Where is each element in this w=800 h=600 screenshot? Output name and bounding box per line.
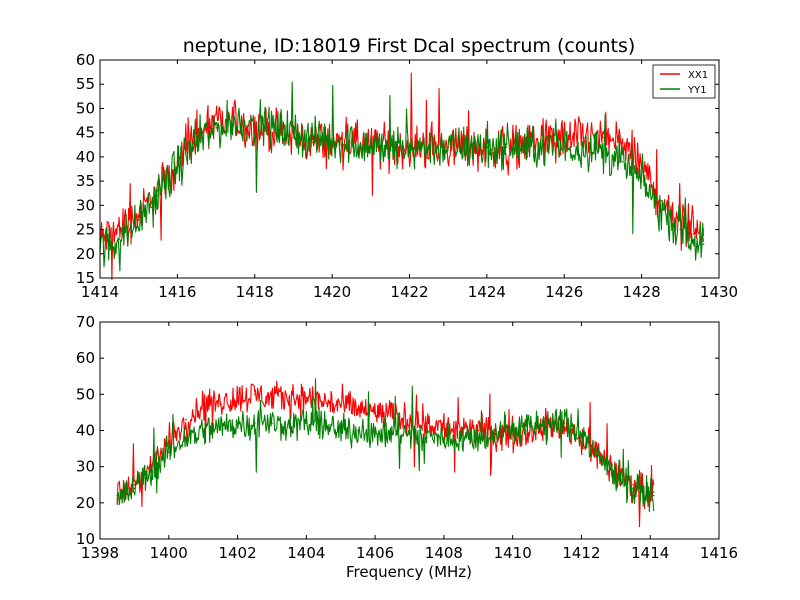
data-point-yy1	[254, 122, 256, 124]
x-tick-label: 1428	[623, 283, 661, 301]
legend-label-xx1: XX1	[688, 70, 708, 81]
x-tick-label: 1424	[468, 283, 506, 301]
series-line-yy1	[99, 81, 705, 272]
x-tick-label: 1406	[356, 544, 394, 562]
x-axis-label: Frequency (MHz)	[346, 563, 472, 581]
y-tick-label: 50	[76, 99, 95, 117]
data-point-xx1	[273, 131, 275, 134]
legend-box	[652, 64, 716, 99]
spectrum-chart-top: neptune, ID:18019 First Dcal spectrum (c…	[76, 35, 738, 301]
y-tick-label: 35	[76, 172, 95, 190]
data-point-yy1	[137, 219, 140, 221]
x-tick-label: 1408	[425, 544, 463, 562]
x-tick-label: 1398	[81, 544, 119, 562]
data-point-yy1	[702, 243, 705, 245]
x-tick-label: 1400	[150, 544, 188, 562]
x-tick-label: 1422	[390, 283, 428, 301]
data-point-yy1	[215, 127, 217, 129]
legend: XX1 YY1	[652, 64, 716, 99]
x-tick-label: 1430	[700, 283, 738, 301]
x-tick-label: 1414	[631, 544, 669, 562]
y-tick-label: 20	[76, 494, 95, 512]
y-tick-label: 10	[76, 530, 95, 548]
data-point-yy1	[150, 469, 153, 472]
axis-ticks: 1414 1416 1418 1420 1422 1424 1426 1428 1430 15 20…	[76, 51, 738, 301]
x-tick-label: 1410	[494, 544, 532, 562]
y-tick-label: 30	[76, 196, 95, 214]
data-point-xx1	[652, 491, 655, 493]
series-group	[116, 378, 655, 528]
y-tick-label: 60	[76, 51, 95, 69]
data-point-yy1	[652, 494, 655, 497]
x-tick-label: 1414	[81, 283, 119, 301]
y-tick-label: 40	[76, 422, 95, 440]
data-point-xx1	[632, 484, 634, 486]
y-tick-label: 30	[76, 458, 95, 476]
data-point-xx1	[254, 393, 256, 396]
axis-ticks: 1398 1400 1402 1404 1406 1408 1410 1412 1414 1416…	[76, 313, 738, 562]
x-tick-label: 1420	[313, 283, 351, 301]
series-line-xx1	[116, 380, 655, 528]
data-point-xx1	[133, 484, 136, 486]
y-tick-label: 60	[76, 349, 95, 367]
x-tick-label: 1416	[158, 283, 196, 301]
y-tick-label: 40	[76, 148, 95, 166]
y-tick-label: 20	[76, 245, 95, 263]
y-tick-label: 45	[76, 124, 95, 142]
data-point-xx1	[292, 136, 295, 139]
y-tick-label: 70	[76, 313, 95, 331]
data-point-xx1	[185, 418, 187, 421]
y-tick-label: 25	[76, 221, 95, 239]
data-point-yy1	[621, 160, 624, 163]
x-tick-label: 1418	[236, 283, 274, 301]
x-tick-label: 1402	[218, 544, 256, 562]
x-tick-label: 1416	[700, 544, 738, 562]
y-tick-label: 15	[76, 269, 95, 287]
x-tick-label: 1404	[287, 544, 325, 562]
series-group	[99, 72, 705, 281]
series-line-yy1	[116, 378, 655, 513]
legend-label-yy1: YY1	[687, 85, 707, 96]
y-tick-label: 55	[76, 75, 95, 93]
spectrum-chart-bottom: 1398 1400 1402 1404 1406 1408 1410 1412 1414 1416…	[76, 313, 738, 581]
x-tick-label: 1426	[545, 283, 583, 301]
chart-title: neptune, ID:18019 First Dcal spectrum (c…	[183, 35, 636, 57]
x-tick-label: 1412	[562, 544, 600, 562]
y-tick-label: 50	[76, 385, 95, 403]
